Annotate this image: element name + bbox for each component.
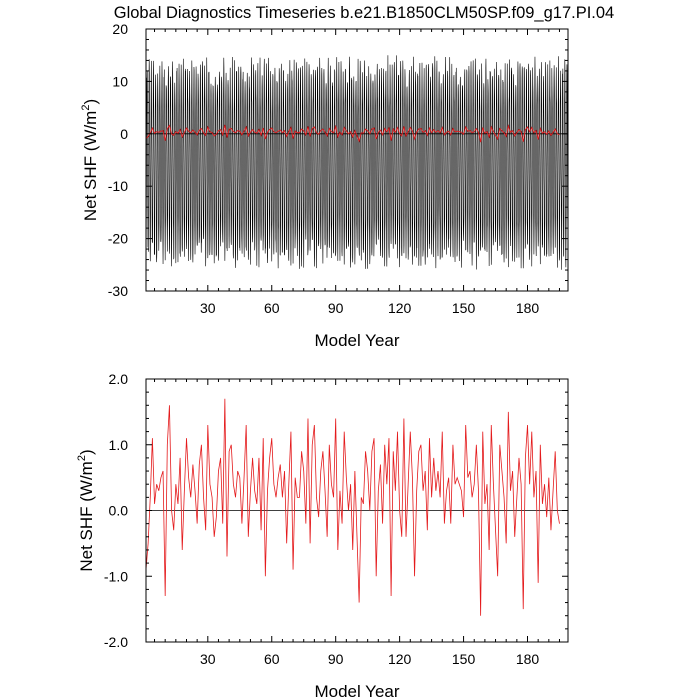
- monthly-y-axis-title-main: Net SHF (W/m: [81, 111, 100, 222]
- monthly-annual-series-line: [145, 124, 560, 143]
- monthly-x-tick-label: 150: [452, 300, 476, 316]
- annual-y-tick-label: -1.0: [104, 568, 128, 584]
- annual-y-tick-label: 1.0: [109, 437, 129, 453]
- monthly-y-axis-title-close: ): [81, 99, 100, 105]
- monthly-x-tick-label: 90: [328, 300, 344, 316]
- monthly-x-tick-label: 120: [388, 300, 412, 316]
- monthly-x-tick-label: 60: [264, 300, 280, 316]
- monthly-y-tick-label: 0: [120, 126, 128, 142]
- annual-x-tick-label: 120: [388, 651, 412, 667]
- annual-x-tick-label: 30: [200, 651, 216, 667]
- annual-y-axis-title-main: Net SHF (W/m: [77, 461, 96, 572]
- annual-x-tick-label: 60: [264, 651, 280, 667]
- annual-annual-series-line: [145, 398, 560, 616]
- monthly-y-tick-label: -30: [108, 283, 128, 299]
- monthly-y-tick-label: 10: [112, 73, 128, 89]
- monthly-x-tick-label: 180: [516, 300, 540, 316]
- annual-x-tick-label: 180: [516, 651, 540, 667]
- annual-y-axis-title: Net SHF (W/m2): [76, 449, 96, 571]
- monthly-x-tick-label: 30: [200, 300, 216, 316]
- annual-y-axis-title-superscript: 2: [76, 455, 88, 461]
- monthly-x-axis-title: Model Year: [314, 331, 399, 350]
- page-title: Global Diagnostics Timeseries b.e21.B185…: [114, 4, 615, 22]
- annual-y-tick-label: -2.0: [104, 634, 128, 650]
- monthly-y-tick-label: -20: [108, 231, 128, 247]
- annual-x-axis-title: Model Year: [314, 682, 399, 700]
- monthly-timeseries-panel: 30 60 90 120 150 180 20 10 0 -10 -20 -30 Model Year…: [80, 21, 569, 350]
- monthly-y-axis-title-superscript: 2: [80, 105, 92, 111]
- annual-x-tick-label: 90: [328, 651, 344, 667]
- annual-x-tick-label: 150: [452, 651, 476, 667]
- monthly-y-tick-label: 20: [112, 21, 128, 37]
- annual-timeseries-panel: 30 60 90 120 150 180 2.0 1.0 0.0 -1.0 -2.0 Model Y…: [76, 371, 569, 700]
- monthly-y-tick-label: -10: [108, 178, 128, 194]
- annual-y-tick-label: 0.0: [109, 503, 129, 519]
- monthly-y-axis-title: Net SHF (W/m2): [80, 99, 100, 221]
- monthly-monthly-series-line: [145, 55, 569, 270]
- annual-y-axis-title-close: ): [77, 449, 96, 455]
- annual-y-tick-label: 2.0: [109, 371, 129, 387]
